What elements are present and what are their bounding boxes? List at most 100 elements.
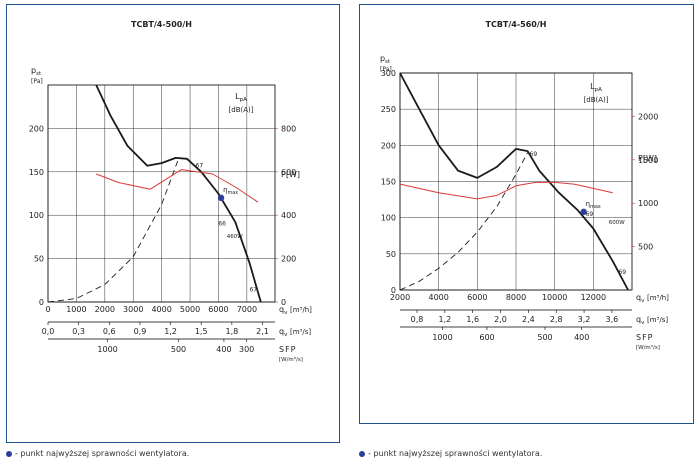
- secondary-x-tick-label: 1,2: [438, 315, 451, 324]
- y-axis-label: pst: [380, 54, 391, 65]
- secondary-x-tick-label: 2,8: [550, 315, 563, 324]
- y-tick-label: 250: [381, 105, 396, 114]
- y-axis-label: pst: [31, 66, 42, 77]
- noise-unit: [dB(A)]: [229, 106, 254, 114]
- power-tick-label: 800: [281, 124, 296, 133]
- sfp-tick-label: 600: [479, 333, 494, 342]
- footnote-left: - punkt najwyższej sprawności wentylator…: [6, 449, 189, 458]
- power-axis-label: P[W]: [281, 170, 300, 179]
- x-tick-label: 2000: [95, 305, 115, 314]
- pressure-curve: [95, 84, 262, 303]
- power-tick-label: 0: [281, 298, 286, 307]
- noise-value-label: 67: [249, 287, 257, 294]
- x-tick-label: 6000: [208, 305, 228, 314]
- y-tick-label: 0: [39, 298, 44, 307]
- power-value-label: 600W: [609, 220, 625, 226]
- max-efficiency-label: ηmax: [223, 186, 238, 196]
- secondary-x-axis-label: qv: [636, 315, 645, 326]
- chart-tcbt-500: TCBT/4-500/H0 1000 2000 3000 4000 5000 6000 700…: [29, 20, 312, 363]
- power-tick-label: 200: [281, 255, 296, 264]
- sfp-axis-unit: [W/m³/s]: [279, 356, 303, 363]
- chart-title: TCBT/4-560/H: [485, 20, 546, 29]
- secondary-x-tick-label: 0,0: [42, 327, 55, 336]
- secondary-x-tick-label: 2,1: [256, 327, 269, 336]
- sfp-axis-label: SFP: [636, 333, 654, 342]
- noise-label: LpA: [590, 82, 602, 93]
- noise-unit: [dB(A)]: [584, 96, 609, 104]
- efficiency-point-icon: [6, 450, 12, 457]
- sfp-tick-label: 300: [239, 345, 254, 354]
- max-efficiency-point: [580, 208, 587, 216]
- noise-value-label: 69: [530, 151, 538, 158]
- footnote-right: - punkt najwyższej sprawności wentylator…: [359, 449, 542, 458]
- x-tick-label: 3000: [123, 305, 143, 314]
- plot-frame: [47, 84, 276, 303]
- y-tick-label: 0: [391, 286, 396, 295]
- secondary-x-axis-label: qv: [279, 327, 288, 338]
- power-curve: [96, 169, 259, 203]
- noise-value-label: 69: [586, 211, 594, 218]
- plot-frame: [399, 72, 633, 291]
- pressure-curve: [399, 72, 629, 291]
- secondary-x-tick-label: 0,3: [72, 327, 85, 336]
- system-curve: [47, 158, 179, 303]
- y-tick-label: 150: [381, 178, 396, 187]
- max-efficiency-label: ηmax: [586, 200, 601, 210]
- sfp-tick-label: 400: [574, 333, 589, 342]
- system-curve: [399, 152, 528, 291]
- x-tick-label: 1000: [66, 305, 86, 314]
- sfp-tick-label: 1000: [97, 345, 117, 354]
- x-axis-unit: [m³/h]: [290, 306, 312, 314]
- power-tick-label: 1000: [638, 199, 658, 208]
- secondary-x-tick-label: 2,0: [494, 315, 507, 324]
- chart-tcbt-560: TCBT/4-560/H 2000 4000 6000 8000 10000 12000 0 5…: [380, 20, 669, 351]
- sfp-axis-label: SFP: [279, 345, 297, 354]
- footnote-text: - punkt najwyższej sprawności wentylator…: [368, 449, 543, 458]
- power-curve: [399, 181, 613, 200]
- power-value-label: 460W: [227, 234, 243, 240]
- x-tick-label: 4000: [428, 293, 448, 302]
- sfp-axis-unit: [W/m³/s]: [636, 344, 660, 351]
- x-tick-label: 4000: [151, 305, 171, 314]
- footnote-text: - punkt najwyższej sprawności wentylator…: [15, 449, 190, 458]
- secondary-x-tick-label: 1,8: [226, 327, 239, 336]
- chart-panel-tcbt-560: TCBT/4-560/H 2000 4000 6000 8000 10000 12000 0 5…: [359, 4, 694, 424]
- secondary-x-tick-label: 0,8: [411, 315, 424, 324]
- noise-label: LpA: [235, 92, 247, 103]
- secondary-x-tick-label: 2,4: [522, 315, 535, 324]
- x-tick-label: 2000: [390, 293, 410, 302]
- y-tick-label: 200: [29, 124, 44, 133]
- sfp-tick-label: 1000: [432, 333, 452, 342]
- power-tick-label: 400: [281, 211, 296, 220]
- max-efficiency-point: [217, 194, 225, 202]
- chart-title: TCBT/4-500/H: [131, 20, 192, 29]
- x-tick-label: 12000: [581, 293, 606, 302]
- x-axis-label: qv: [636, 293, 645, 304]
- y-tick-label: 50: [386, 250, 396, 259]
- power-tick-label: 2000: [638, 112, 658, 121]
- power-tick-label: 1500: [638, 156, 658, 165]
- sfp-tick-label: 500: [537, 333, 552, 342]
- x-tick-label: 5000: [180, 305, 200, 314]
- secondary-x-tick-label: 1,6: [466, 315, 479, 324]
- x-tick-label: 7000: [237, 305, 257, 314]
- y-axis-unit: [Pa]: [31, 78, 43, 85]
- x-tick-label: 10000: [542, 293, 567, 302]
- noise-value-label: 67: [196, 162, 204, 169]
- x-tick-label: 6000: [467, 293, 487, 302]
- noise-value-label: 66: [218, 221, 226, 228]
- secondary-x-tick-label: 1,5: [195, 327, 208, 336]
- secondary-x-tick-label: 3,6: [606, 315, 619, 324]
- secondary-x-tick-label: 1,2: [164, 327, 177, 336]
- power-tick-label: 600: [281, 168, 296, 177]
- power-tick-label: 500: [638, 243, 653, 252]
- y-tick-label: 300: [381, 69, 396, 78]
- x-tick-label: 0: [45, 305, 50, 314]
- efficiency-point-icon: [359, 450, 365, 457]
- power-axis-label: P[W]: [638, 154, 657, 163]
- sfp-tick-label: 500: [171, 345, 186, 354]
- secondary-x-tick-label: 0,6: [103, 327, 116, 336]
- y-tick-label: 200: [381, 141, 396, 150]
- y-tick-label: 100: [29, 211, 44, 220]
- y-axis-unit: [Pa]: [380, 66, 392, 73]
